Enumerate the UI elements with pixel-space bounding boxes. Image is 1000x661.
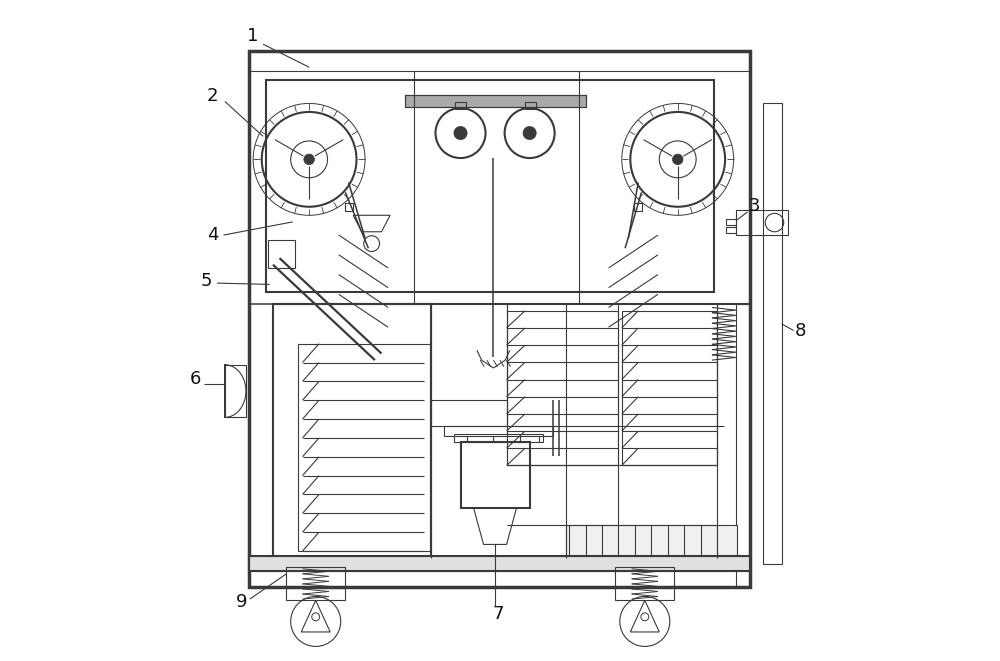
Circle shape	[523, 126, 536, 139]
Bar	[507, 311, 618, 465]
Text: 1: 1	[247, 27, 258, 45]
Bar	[266, 81, 714, 292]
Bar	[726, 219, 736, 225]
Bar	[634, 203, 642, 211]
Bar	[286, 567, 345, 600]
Bar	[249, 51, 750, 587]
Bar	[525, 102, 536, 108]
Text: 7: 7	[492, 605, 504, 623]
Bar	[461, 442, 530, 508]
Bar	[736, 210, 788, 235]
Bar	[763, 103, 782, 564]
Bar	[405, 95, 586, 106]
Circle shape	[672, 154, 683, 165]
Bar	[444, 426, 553, 436]
Circle shape	[454, 126, 467, 139]
Bar	[726, 227, 736, 233]
Text: 3: 3	[749, 197, 760, 215]
Bar	[622, 311, 717, 465]
Bar	[249, 557, 750, 570]
Bar	[566, 525, 737, 564]
Bar	[249, 557, 750, 570]
Bar	[736, 304, 750, 587]
Bar	[345, 203, 353, 211]
Text: 9: 9	[235, 593, 247, 611]
Bar	[615, 567, 674, 600]
Text: 5: 5	[201, 272, 212, 290]
Text: 4: 4	[207, 225, 219, 244]
Bar	[405, 95, 586, 106]
Text: 6: 6	[189, 370, 201, 389]
Bar	[455, 102, 466, 108]
Circle shape	[304, 154, 314, 165]
Text: 2: 2	[207, 87, 219, 106]
Bar	[268, 241, 295, 268]
Bar	[298, 344, 430, 551]
Text: 8: 8	[795, 322, 806, 340]
Bar	[225, 365, 246, 417]
Bar	[454, 434, 543, 442]
Bar	[273, 304, 431, 558]
